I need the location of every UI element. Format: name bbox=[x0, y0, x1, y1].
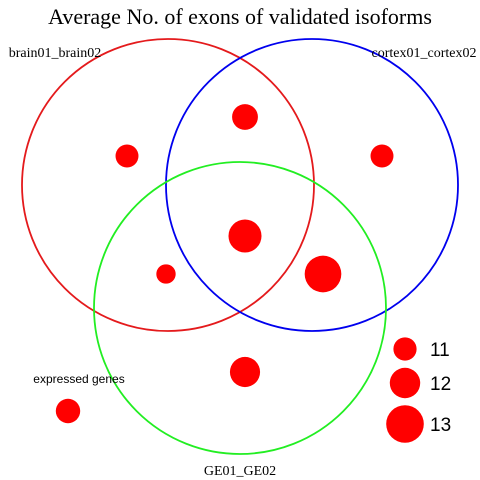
size-legend-label: 11 bbox=[430, 340, 450, 361]
region-point bbox=[305, 256, 342, 293]
set-label-cortex01-cortex02: cortex01_cortex02 bbox=[372, 46, 477, 61]
region-point bbox=[232, 104, 258, 130]
region-point bbox=[56, 399, 80, 423]
region-point bbox=[228, 219, 261, 252]
size-legend-label: 12 bbox=[430, 374, 451, 395]
set-circle-ge01-ge02 bbox=[94, 162, 386, 454]
set-circle-brain01-brain02 bbox=[22, 39, 314, 331]
set-label-ge01-ge02: GE01_GE02 bbox=[204, 464, 276, 479]
region-point bbox=[156, 264, 175, 283]
chart-title: Average No. of exons of validated isofor… bbox=[48, 4, 432, 29]
size-legend-point bbox=[386, 405, 424, 443]
size-legend: 11 12 13 bbox=[386, 337, 451, 442]
size-legend-label: 13 bbox=[430, 415, 451, 436]
size-legend-point bbox=[393, 337, 416, 360]
region-point bbox=[371, 145, 394, 168]
region-point bbox=[230, 357, 260, 387]
region-point bbox=[116, 145, 139, 168]
size-legend-point bbox=[390, 368, 420, 398]
set-label-brain01-brain02: brain01_brain02 bbox=[9, 46, 102, 61]
outside-label: expressed genes bbox=[33, 372, 124, 386]
